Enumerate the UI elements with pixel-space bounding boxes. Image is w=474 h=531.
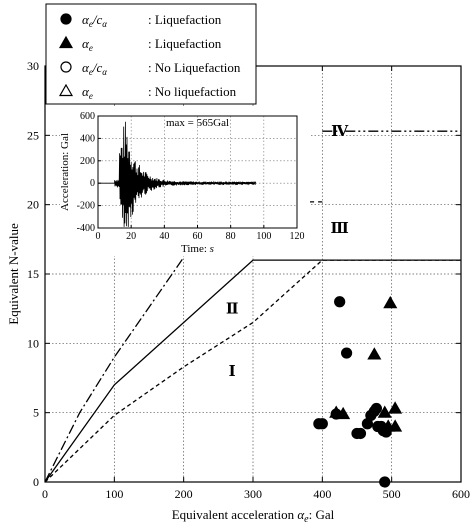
legend: αe/cα : Liquefaction αe : Liquefaction αe/cα…: [45, 3, 257, 105]
data-point-triangle: [383, 295, 398, 309]
inset-y-tick-label: 400: [80, 133, 95, 144]
inset-y-tick-label: 200: [80, 156, 95, 167]
legend-marker-filled-triangle: [58, 35, 74, 49]
legend-label: αe: [82, 84, 93, 101]
inset-y-tick-label: -200: [77, 201, 95, 212]
inset-y-axis-label: Acceleration: Gal: [59, 133, 71, 211]
y-tick-label: 25: [27, 128, 39, 142]
x-tick-label: 300: [244, 487, 262, 501]
threshold-line-dashdot: [44, 257, 185, 483]
lines-layer: [44, 130, 461, 483]
legend-text: : Liquefaction: [148, 36, 222, 51]
axes-layer: 0 100 200 300 400 500 600051015202530Equivalen…: [6, 59, 470, 525]
data-point-triangle: [367, 347, 382, 360]
x-tick-label: 500: [383, 487, 401, 501]
data-point-triangle: [388, 401, 403, 414]
data-point-circle: [370, 402, 383, 415]
inset-x-tick-label: 0: [96, 231, 101, 242]
region-label: Ⅲ: [331, 221, 349, 237]
inset-x-tick-label: 120: [290, 231, 305, 242]
inset-y-tick-label: 0: [90, 178, 95, 189]
data-point-triangle: [388, 419, 403, 432]
legend-marker-filled-circle: [60, 13, 72, 25]
y-tick-label: 15: [27, 267, 39, 281]
data-point-triangle: [336, 406, 351, 420]
legend-text: : Liquefaction: [148, 12, 222, 27]
inset-y-tick-label: 600: [80, 111, 95, 122]
y-tick-label: 30: [27, 59, 39, 73]
y-axis-label: Equivalent N-value: [6, 223, 21, 325]
region-label: Ⅰ: [229, 364, 236, 380]
inset-trace: [98, 121, 256, 227]
x-tick-label: 100: [105, 487, 123, 501]
inset-y-tick-label: -400: [77, 223, 95, 234]
inset-chart: 0 20 40 60 80 100 120 -400 -200 0 200 400 600 max = 5…: [59, 108, 310, 256]
region-label: Ⅳ: [331, 124, 349, 140]
inset-x-tick-label: 40: [159, 231, 169, 242]
legend-box: [45, 3, 257, 105]
legend-label: αe: [82, 36, 93, 53]
legend-text: : No Liquefaction: [148, 60, 241, 75]
threshold-line-dashed: [44, 259, 461, 483]
y-tick-label: 5: [33, 406, 39, 420]
points-layer: [313, 295, 403, 488]
x-tick-label: 400: [313, 487, 331, 501]
data-point-circle: [316, 418, 328, 430]
threshold-line-solid: [44, 259, 461, 483]
legend-label: αe/cα: [82, 12, 107, 29]
inset-x-tick-label: 80: [226, 231, 236, 242]
y-tick-label: 0: [33, 475, 39, 489]
inset-x-tick-label: 100: [256, 231, 271, 242]
region-labels: Ⅰ Ⅱ Ⅲ Ⅳ: [226, 124, 349, 380]
inset-x-tick-label: 60: [193, 231, 203, 242]
region-label: Ⅱ: [226, 302, 239, 318]
y-tick-label: 10: [27, 336, 39, 350]
legend-marker-open-triangle: [58, 83, 74, 97]
inset-annotation: max = 565Gal: [166, 117, 229, 129]
data-point-circle: [354, 427, 367, 440]
x-tick-label: 0: [42, 487, 48, 501]
x-axis-label: Equivalent acceleration αe: Gal: [172, 507, 335, 525]
x-tick-label: 200: [175, 487, 193, 501]
legend-label: αe/cα: [82, 60, 107, 77]
legend-marker-open-circle: [60, 61, 72, 73]
legend-text: : No liquefaction: [148, 84, 237, 99]
data-point-triangle: [377, 405, 392, 418]
data-point-circle: [334, 296, 346, 308]
x-tick-label: 600: [452, 487, 470, 501]
y-tick-label: 20: [27, 198, 39, 212]
data-point-circle: [341, 347, 353, 359]
inset-x-tick-label: 20: [126, 231, 136, 242]
inset-x-axis-label: Time: s: [181, 243, 214, 255]
